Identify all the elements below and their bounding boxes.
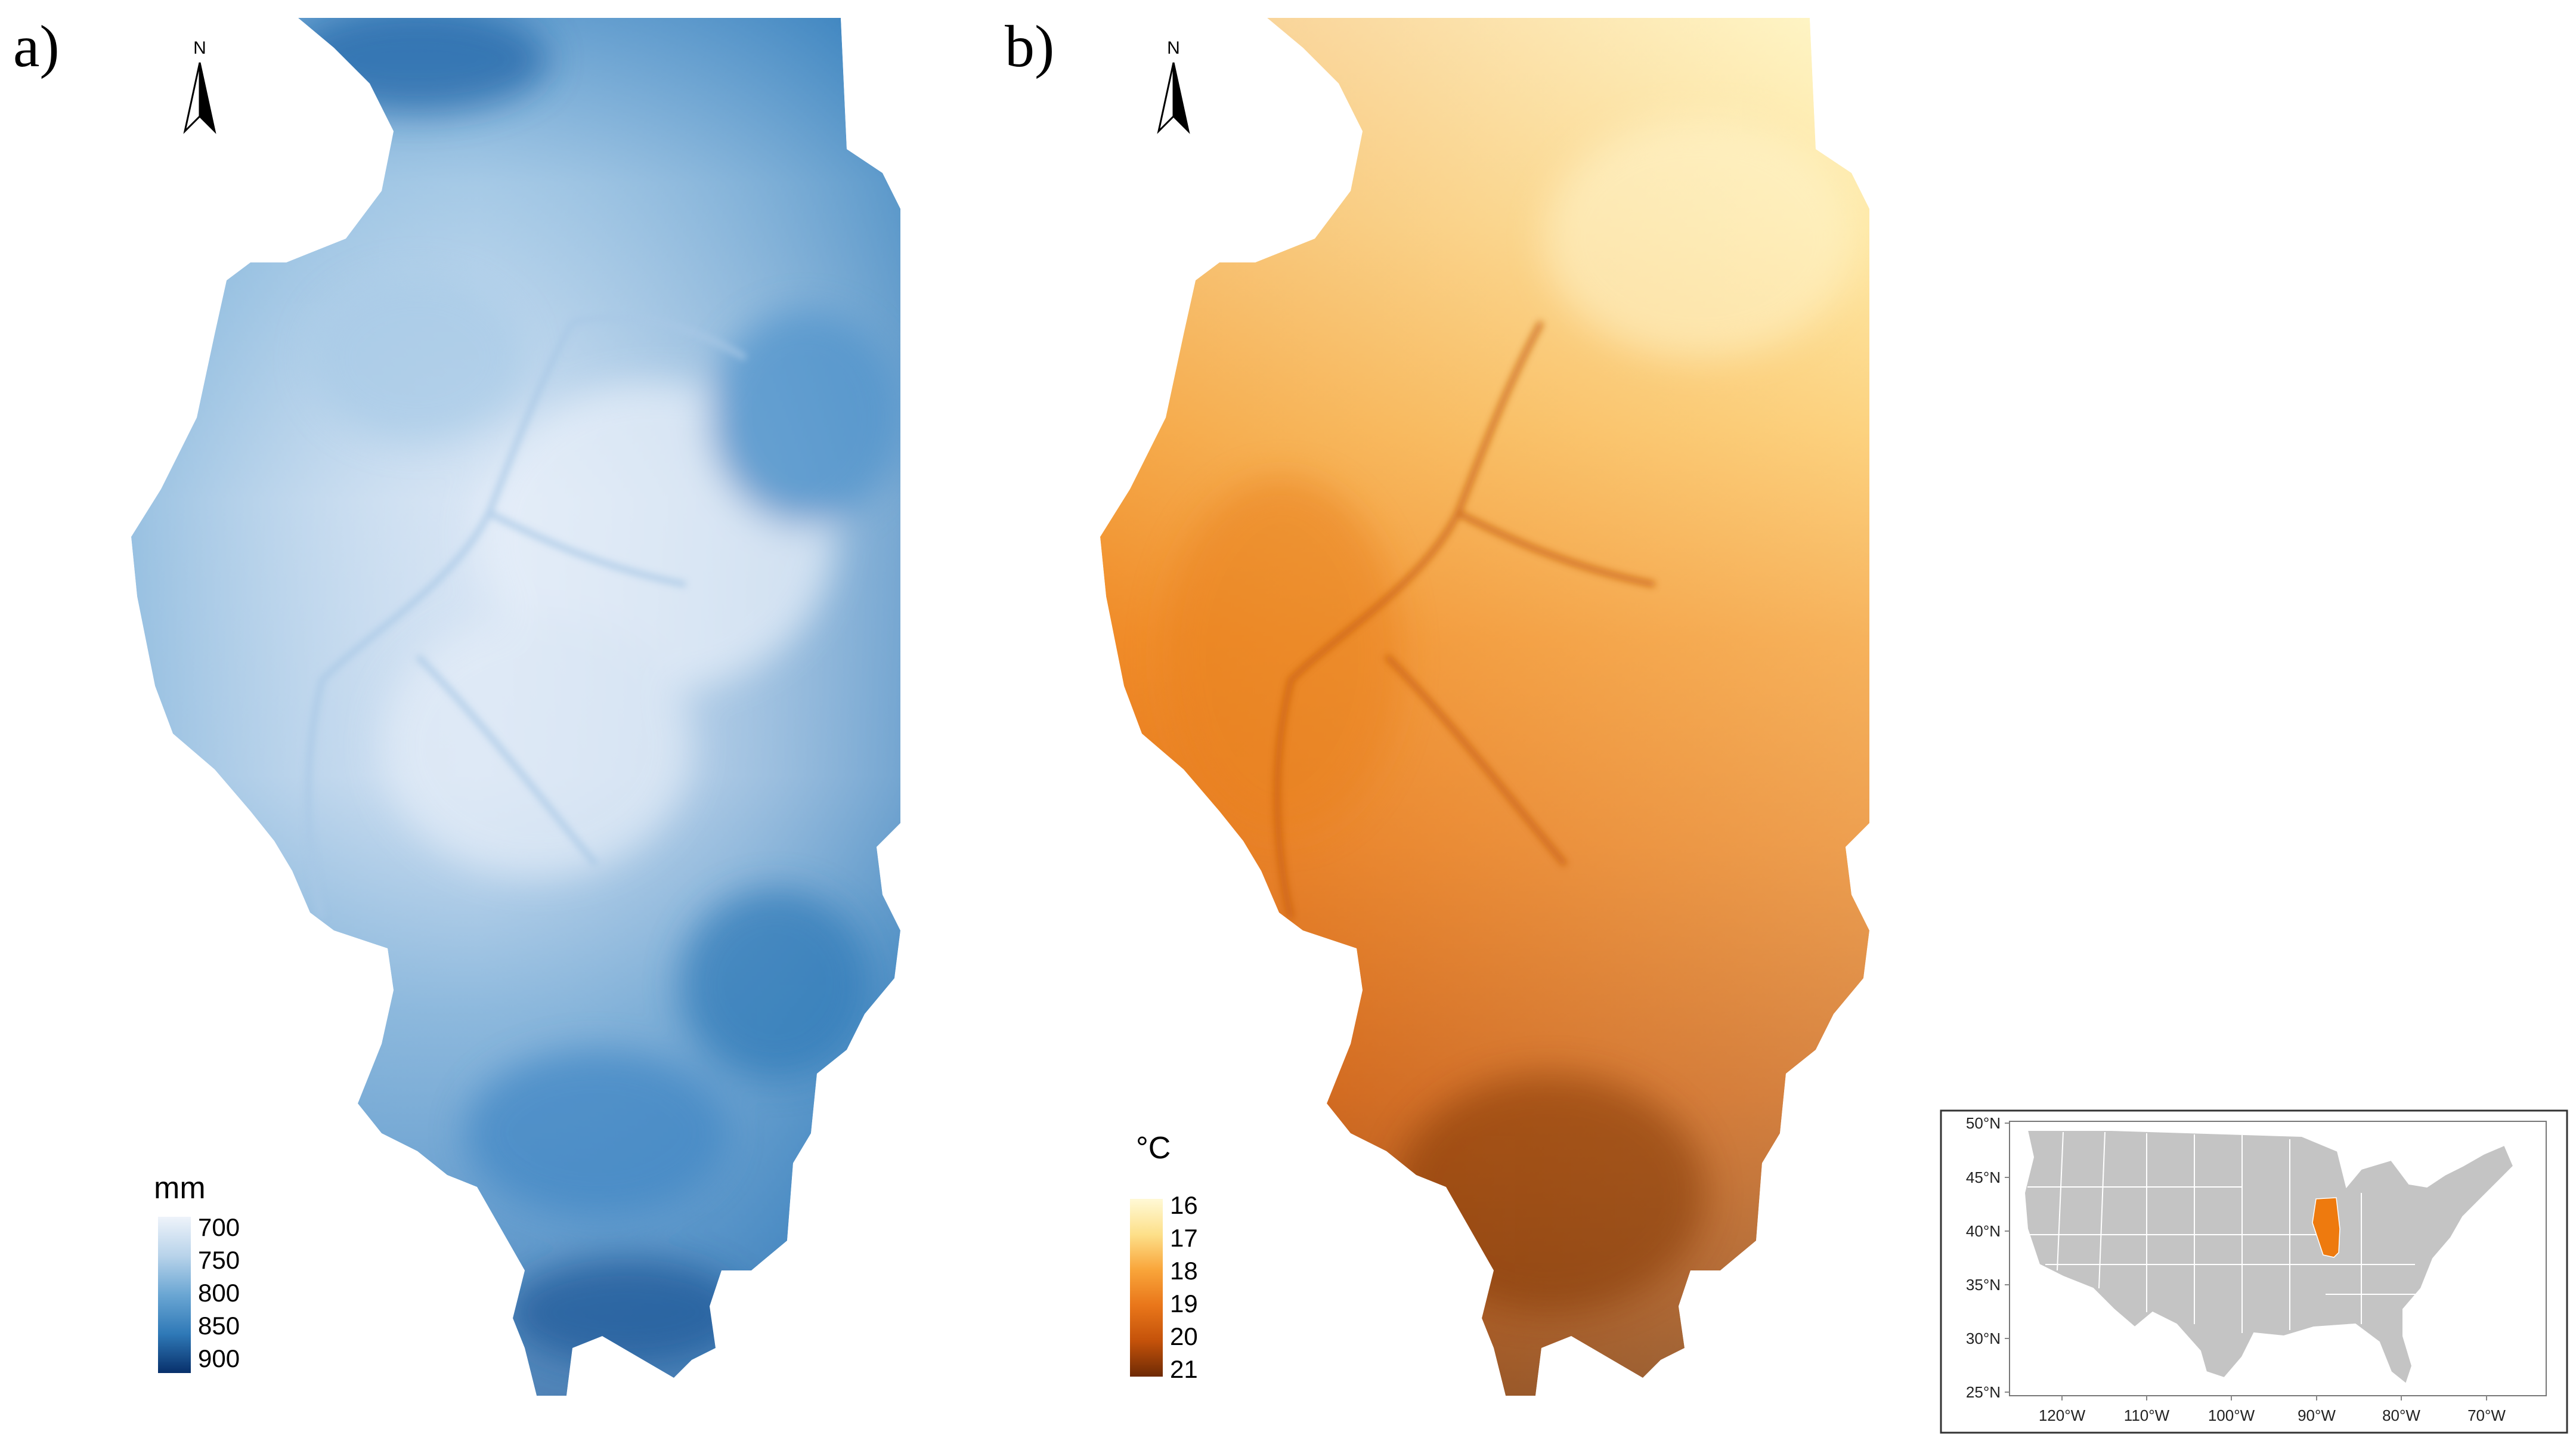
temperature-legend-ticks: 16 17 18 19 20 21 (1170, 1193, 1230, 1382)
temperature-map (1100, 18, 1869, 1396)
inset-locator-map: 50°N 45°N 40°N 35°N 30°N 25°N 120°W 110°… (1940, 1109, 2568, 1434)
legend-tick: 18 (1170, 1257, 1198, 1285)
lat-label: 45°N (1966, 1168, 2001, 1186)
lon-label: 110°W (2124, 1406, 2170, 1424)
temperature-legend-title: °C (1136, 1131, 1171, 1165)
lon-label: 100°W (2208, 1406, 2255, 1424)
legend-tick: 800 (198, 1279, 240, 1307)
illinois-highlight (2312, 1197, 2340, 1258)
precipitation-legend-title: mm (154, 1171, 206, 1205)
panel-label-b: b) (1005, 13, 1055, 79)
lat-label: 25°N (1966, 1383, 2001, 1401)
legend-tick: 19 (1170, 1290, 1198, 1318)
lat-label: 35°N (1966, 1276, 2001, 1294)
lon-label: 90°W (2298, 1406, 2336, 1424)
panel-label-a: a) (13, 13, 60, 79)
lon-label: 80°W (2382, 1406, 2420, 1424)
precipitation-colorbar (158, 1217, 191, 1373)
precipitation-map (131, 18, 900, 1396)
north-label-a: N (193, 38, 206, 58)
lon-label: 120°W (2039, 1406, 2086, 1424)
legend-tick: 750 (198, 1246, 240, 1274)
lat-label: 30°N (1966, 1329, 2001, 1347)
legend-tick: 700 (198, 1213, 240, 1241)
temperature-colorbar (1130, 1199, 1163, 1377)
precipitation-legend-ticks: 700 750 800 850 900 (198, 1213, 270, 1373)
legend-tick: 20 (1170, 1322, 1198, 1350)
north-label-b: N (1167, 38, 1180, 58)
legend-tick: 16 (1170, 1191, 1198, 1219)
legend-tick: 900 (198, 1344, 240, 1372)
legend-tick: 21 (1170, 1355, 1198, 1383)
lat-label: 40°N (1966, 1222, 2001, 1240)
lat-label: 50°N (1966, 1114, 2001, 1132)
lon-label: 70°W (2467, 1406, 2506, 1424)
north-arrow-b (1157, 62, 1190, 134)
legend-tick: 17 (1170, 1224, 1198, 1252)
legend-tick: 850 (198, 1312, 240, 1340)
north-arrow-a (183, 62, 216, 134)
